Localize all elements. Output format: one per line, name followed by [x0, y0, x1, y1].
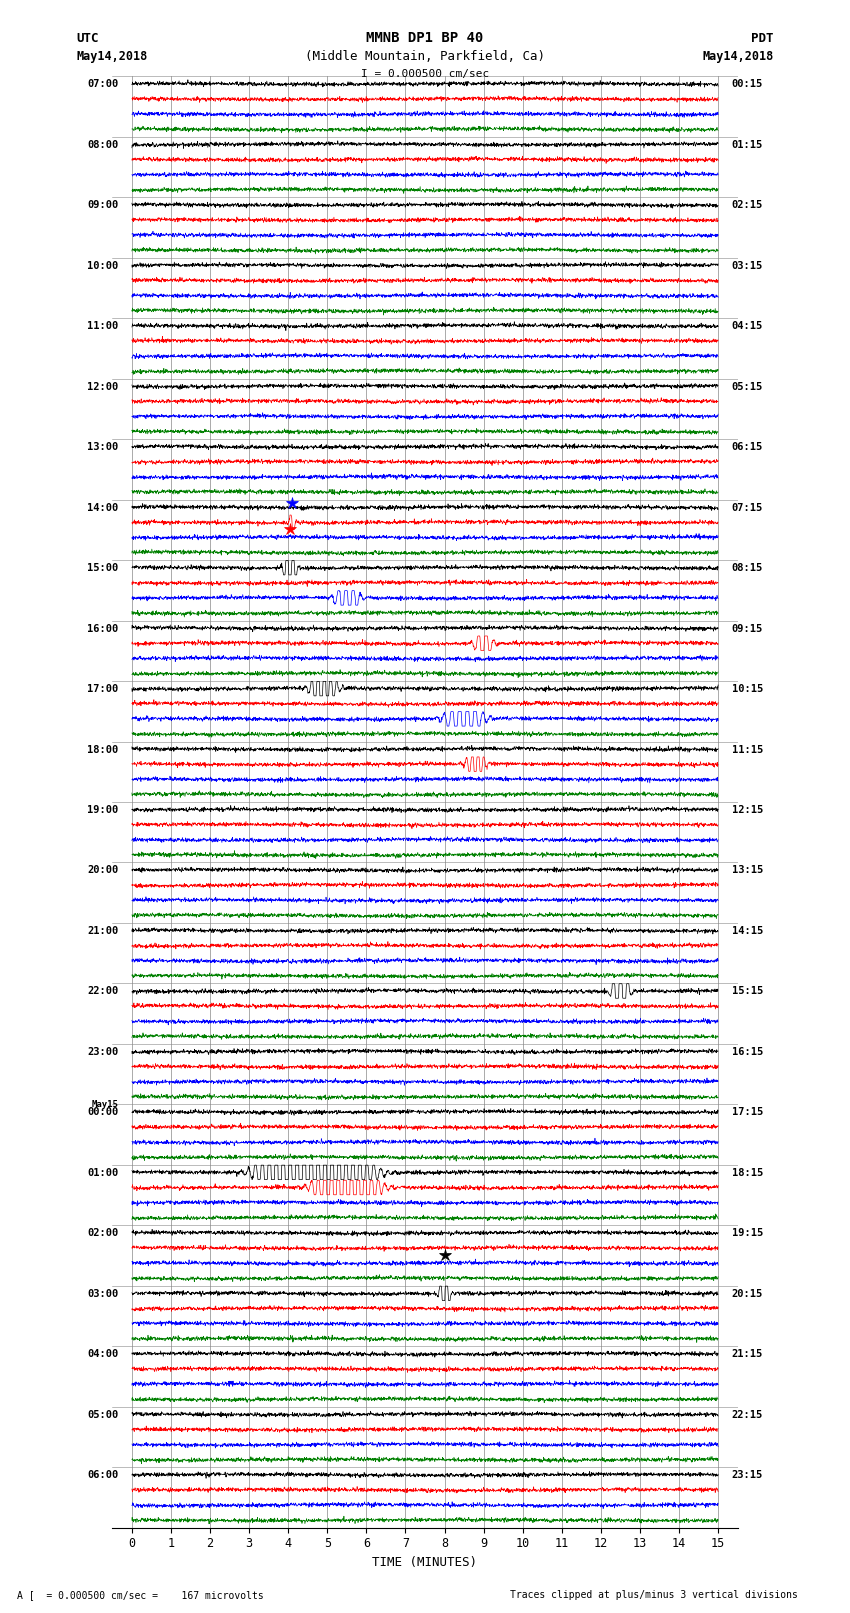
- Text: 10:00: 10:00: [87, 261, 118, 271]
- Text: 23:15: 23:15: [732, 1469, 763, 1481]
- Text: 18:00: 18:00: [87, 745, 118, 755]
- Text: 13:15: 13:15: [732, 866, 763, 876]
- Text: 12:15: 12:15: [732, 805, 763, 815]
- Text: 05:15: 05:15: [732, 382, 763, 392]
- Text: May14,2018: May14,2018: [76, 50, 148, 63]
- Text: May14,2018: May14,2018: [702, 50, 774, 63]
- Text: 08:00: 08:00: [87, 140, 118, 150]
- Text: 08:15: 08:15: [732, 563, 763, 573]
- Text: May15: May15: [91, 1100, 118, 1110]
- Text: 11:00: 11:00: [87, 321, 118, 331]
- Text: 07:00: 07:00: [87, 79, 118, 89]
- Text: 09:15: 09:15: [732, 624, 763, 634]
- Text: 01:00: 01:00: [87, 1168, 118, 1177]
- Text: A [  = 0.000500 cm/sec =    167 microvolts: A [ = 0.000500 cm/sec = 167 microvolts: [17, 1590, 264, 1600]
- Text: Traces clipped at plus/minus 3 vertical divisions: Traces clipped at plus/minus 3 vertical …: [510, 1590, 798, 1600]
- Text: I = 0.000500 cm/sec: I = 0.000500 cm/sec: [361, 69, 489, 79]
- Text: 04:15: 04:15: [732, 321, 763, 331]
- Text: MMNB DP1 BP 40: MMNB DP1 BP 40: [366, 31, 484, 45]
- Text: 00:00: 00:00: [87, 1108, 118, 1118]
- Text: 07:15: 07:15: [732, 503, 763, 513]
- Text: 15:00: 15:00: [87, 563, 118, 573]
- Text: PDT: PDT: [751, 32, 774, 45]
- Text: 11:15: 11:15: [732, 745, 763, 755]
- Text: (Middle Mountain, Parkfield, Ca): (Middle Mountain, Parkfield, Ca): [305, 50, 545, 63]
- Text: 15:15: 15:15: [732, 987, 763, 997]
- Text: 06:00: 06:00: [87, 1469, 118, 1481]
- Text: 14:15: 14:15: [732, 926, 763, 936]
- Text: 19:00: 19:00: [87, 805, 118, 815]
- Text: 17:00: 17:00: [87, 684, 118, 694]
- Text: 10:15: 10:15: [732, 684, 763, 694]
- Text: 21:00: 21:00: [87, 926, 118, 936]
- Text: 18:15: 18:15: [732, 1168, 763, 1177]
- Text: 20:00: 20:00: [87, 866, 118, 876]
- Text: 20:15: 20:15: [732, 1289, 763, 1298]
- Text: 09:00: 09:00: [87, 200, 118, 210]
- Text: 00:15: 00:15: [732, 79, 763, 89]
- Text: 05:00: 05:00: [87, 1410, 118, 1419]
- Text: 01:15: 01:15: [732, 140, 763, 150]
- Text: 17:15: 17:15: [732, 1108, 763, 1118]
- Text: 03:00: 03:00: [87, 1289, 118, 1298]
- Text: 04:00: 04:00: [87, 1350, 118, 1360]
- Text: 14:00: 14:00: [87, 503, 118, 513]
- Text: 22:15: 22:15: [732, 1410, 763, 1419]
- Text: 03:15: 03:15: [732, 261, 763, 271]
- Text: 13:00: 13:00: [87, 442, 118, 452]
- Text: 16:00: 16:00: [87, 624, 118, 634]
- X-axis label: TIME (MINUTES): TIME (MINUTES): [372, 1557, 478, 1569]
- Text: 19:15: 19:15: [732, 1229, 763, 1239]
- Text: 12:00: 12:00: [87, 382, 118, 392]
- Text: 23:00: 23:00: [87, 1047, 118, 1057]
- Text: 06:15: 06:15: [732, 442, 763, 452]
- Text: 22:00: 22:00: [87, 987, 118, 997]
- Text: 21:15: 21:15: [732, 1350, 763, 1360]
- Text: 02:00: 02:00: [87, 1229, 118, 1239]
- Text: UTC: UTC: [76, 32, 99, 45]
- Text: 16:15: 16:15: [732, 1047, 763, 1057]
- Text: 02:15: 02:15: [732, 200, 763, 210]
